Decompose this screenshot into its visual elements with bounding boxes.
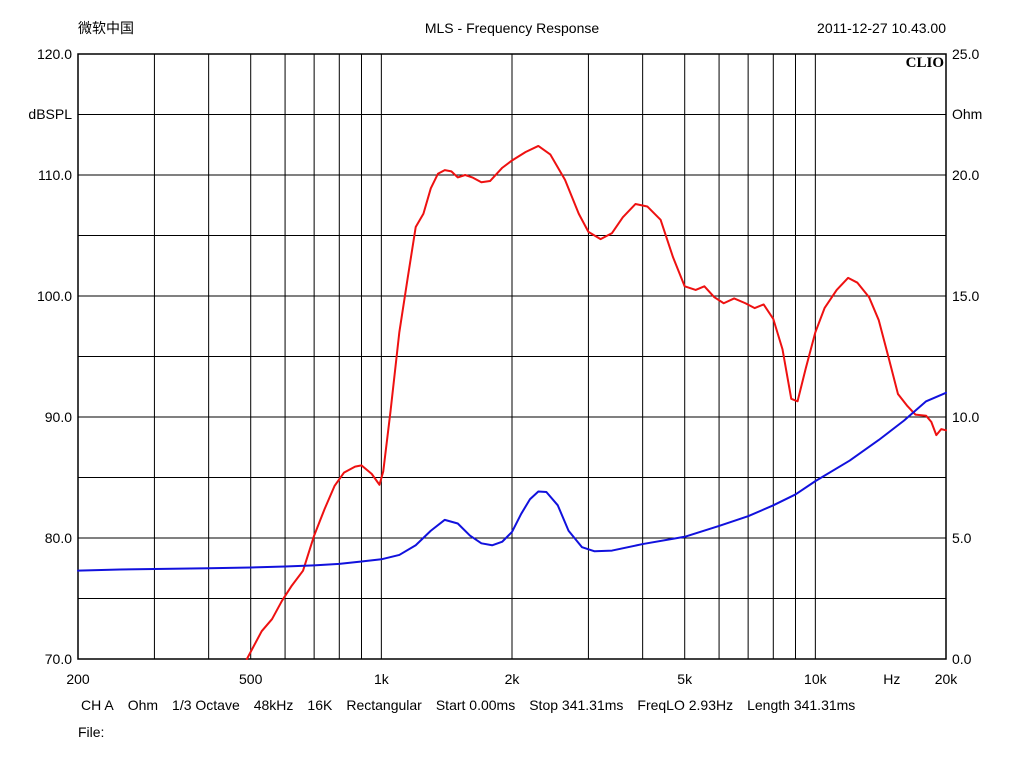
file-label: File: xyxy=(78,724,105,740)
y-right-tick-label: 20.0 xyxy=(952,167,979,183)
y-left-tick-label: 90.0 xyxy=(45,409,72,425)
stop-label: Stop 341.31ms xyxy=(529,697,624,713)
right-axis-ticks: 25.0 20.0 15.0 10.0 5.0 0.0 xyxy=(952,46,979,667)
y-right-tick-label: 5.0 xyxy=(952,530,972,546)
smoothing-label: 1/3 Octave xyxy=(172,697,240,713)
spl-curve xyxy=(245,144,947,660)
impedance-curve xyxy=(77,391,947,572)
channel-label: CH A xyxy=(81,697,114,713)
y-left-tick-label: 80.0 xyxy=(45,530,72,546)
plot-frame xyxy=(77,53,947,660)
x-tick-label: 5k xyxy=(677,671,693,687)
x-tick-label: 10k xyxy=(804,671,828,687)
y-left-tick-label: 120.0 xyxy=(37,46,72,62)
x-tick-label: 1k xyxy=(374,671,390,687)
y-right-tick-label: 0.0 xyxy=(952,651,972,667)
y-right-axis-label: Ohm xyxy=(952,106,982,122)
plot-grid xyxy=(77,54,947,659)
y-left-tick-label: 100.0 xyxy=(37,288,72,304)
y-right-tick-label: 25.0 xyxy=(952,46,979,62)
y-left-tick-label: 110.0 xyxy=(38,167,72,183)
left-axis-ticks: 120.0 110.0 100.0 90.0 80.0 70.0 xyxy=(37,46,72,667)
sample-rate-label: 48kHz xyxy=(253,697,294,713)
x-tick-label: 20k xyxy=(935,671,959,687)
y-right-tick-label: 10.0 xyxy=(952,409,979,425)
data-series xyxy=(77,144,947,660)
window-label: Rectangular xyxy=(346,697,422,713)
x-tick-label: 200 xyxy=(66,671,90,687)
size-label: 16K xyxy=(307,697,333,713)
freqlo-label: FreqLO 2.93Hz xyxy=(637,697,734,713)
header-left-label: 微软中国 xyxy=(78,20,134,36)
x-tick-label: 500 xyxy=(239,671,263,687)
measurement-settings: CH A Ohm 1/3 Octave 48kHz 16K Rectangular Star… xyxy=(81,697,869,713)
x-axis-ticks: 200 500 1k 2k 5k 10k Hz 20k xyxy=(66,671,958,687)
frequency-response-chart: 微软中国 MLS - Frequency Response 2011-12-27… xyxy=(28,20,982,687)
y-left-axis-label: dBSPL xyxy=(28,106,72,122)
x-tick-label: 2k xyxy=(505,671,521,687)
y-left-tick-label: 70.0 xyxy=(45,651,72,667)
x-tick-label: Hz xyxy=(883,671,900,687)
length-label: Length 341.31ms xyxy=(747,697,856,713)
y-right-tick-label: 15.0 xyxy=(952,288,979,304)
start-label: Start 0.00ms xyxy=(435,697,516,713)
clio-brand-logo: CLIO xyxy=(906,55,944,71)
chart-timestamp: 2011-12-27 10.43.00 xyxy=(817,20,946,36)
chart-title: MLS - Frequency Response xyxy=(425,20,600,36)
unit-label: Ohm xyxy=(127,697,159,713)
